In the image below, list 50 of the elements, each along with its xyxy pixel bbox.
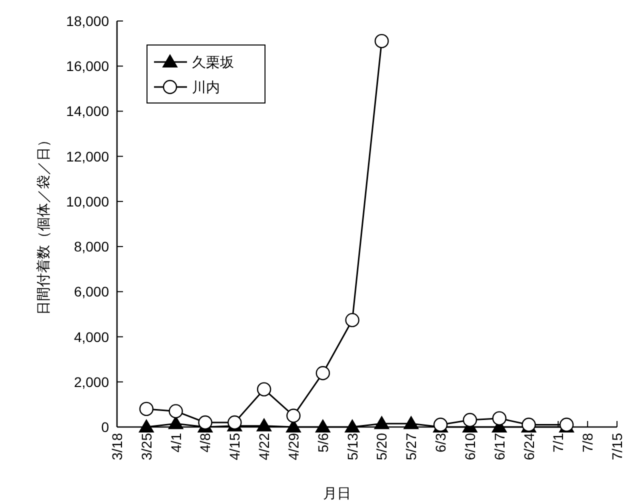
y-tick-label: 8,000 — [74, 238, 110, 255]
point — [404, 416, 419, 430]
x-tick-label: 4/22 — [256, 432, 272, 460]
x-tick-label: 7/15 — [609, 432, 625, 460]
point — [228, 415, 242, 430]
point — [286, 408, 301, 423]
point — [374, 416, 390, 430]
x-tick-label: 5/27 — [403, 432, 420, 460]
x-tick-label: 7/1 — [550, 432, 566, 452]
x-tick-label: 3/18 — [109, 432, 125, 460]
x-tick-label: 6/3 — [432, 432, 449, 452]
point — [138, 420, 154, 432]
y-tick-label: 0 — [101, 419, 110, 435]
point — [462, 412, 478, 428]
point — [256, 418, 272, 432]
point — [168, 404, 183, 418]
legend-label: 久栗坂 — [192, 54, 234, 70]
y-tick-label: 18,000 — [66, 13, 110, 29]
y-tick-label: 12,000 — [66, 148, 110, 164]
point — [316, 366, 330, 380]
point — [168, 416, 184, 430]
point — [315, 420, 330, 432]
point — [139, 402, 154, 416]
legend-label: 川内 — [192, 79, 220, 95]
x-tick-label: 4/1 — [168, 432, 184, 452]
y-tick-label: 14,000 — [66, 103, 110, 120]
x-tick-label: 6/10 — [462, 432, 478, 460]
x-tick-label: 6/24 — [520, 432, 537, 460]
x-tick-label: 5/13 — [344, 432, 360, 460]
x-tick-label: 4/15 — [226, 432, 243, 460]
point — [198, 415, 212, 430]
y-tick-label: 10,000 — [66, 193, 110, 210]
x-tick-label: 4/8 — [197, 432, 214, 452]
point — [256, 382, 272, 396]
x-tick-label: 6/17 — [491, 432, 508, 460]
x-tick-label: 5/6 — [314, 432, 331, 452]
x-tick-label: 5/20 — [374, 432, 390, 460]
point — [344, 420, 360, 432]
x-tick-label: 7/8 — [580, 432, 596, 452]
point — [345, 312, 360, 328]
x-axis-title: 月日 — [323, 485, 351, 501]
point — [374, 34, 389, 48]
x-tick-label: 4/29 — [285, 432, 302, 460]
x-tick-label: 3/25 — [138, 432, 154, 460]
y-tick-label: 2,000 — [74, 374, 110, 390]
y-tick-label: 4,000 — [74, 328, 110, 345]
point — [492, 411, 506, 426]
y-tick-label: 6,000 — [74, 284, 110, 300]
y-axis-title: 日間付着数（個体／袋／日） — [35, 133, 51, 315]
y-tick-label: 16,000 — [66, 58, 110, 74]
